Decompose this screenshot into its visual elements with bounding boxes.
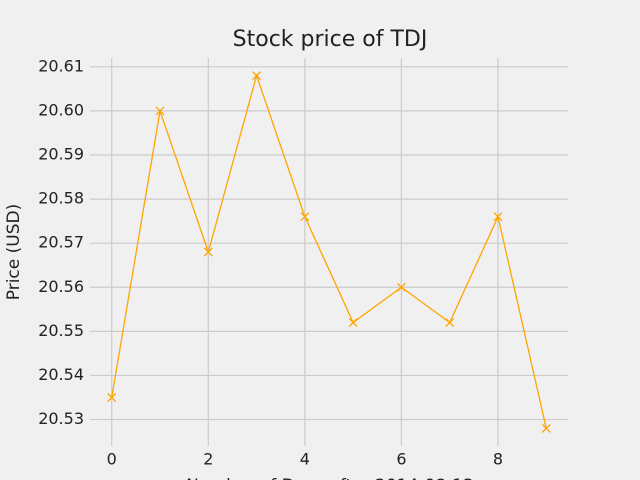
marker [541, 423, 551, 433]
y-tick-label: 20.54 [38, 365, 84, 384]
marker [396, 282, 406, 292]
y-tick-label: 20.53 [38, 409, 84, 428]
x-tick-label: 4 [300, 450, 310, 469]
y-tick-label: 20.56 [38, 277, 84, 296]
y-tick-label: 20.57 [38, 233, 84, 252]
marker [300, 212, 310, 222]
x-tick-label: 6 [396, 450, 406, 469]
marker [252, 71, 262, 81]
marker [203, 247, 213, 257]
x-axis-label: Number of Days after 2014-08-13 [186, 476, 474, 480]
marker [348, 318, 358, 328]
x-tick-label: 0 [107, 450, 117, 469]
marker [445, 318, 455, 328]
chart-title: Stock price of TDJ [233, 27, 428, 52]
x-tick-label: 2 [203, 450, 213, 469]
marker [493, 212, 503, 222]
y-tick-label: 20.59 [38, 145, 84, 164]
line [111, 73, 547, 429]
y-tick-label: 20.60 [38, 100, 84, 119]
y-axis-label: Price (USD) [4, 204, 24, 300]
y-tick-label: 20.58 [38, 189, 84, 208]
y-tick-label: 20.61 [38, 56, 84, 75]
y-tick-label: 20.55 [38, 321, 84, 340]
marker [155, 106, 165, 116]
marker [107, 393, 117, 402]
x-tick-label: 8 [493, 450, 503, 469]
